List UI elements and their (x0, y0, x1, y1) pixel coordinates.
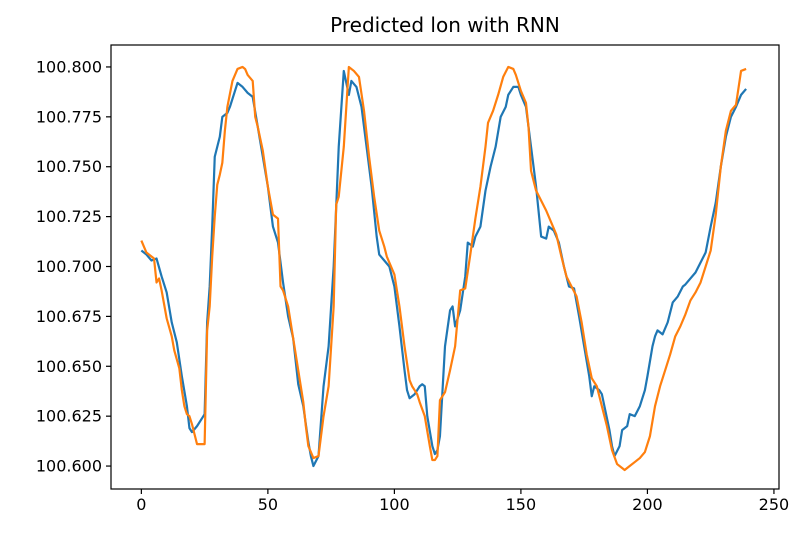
y-tick-label: 100.675 (36, 307, 102, 326)
y-tick-label: 100.650 (36, 357, 102, 376)
series-line-2 (140, 65, 747, 472)
plot-frame (110, 44, 780, 490)
series-layer (140, 65, 747, 472)
y-tick-label: 100.800 (36, 57, 102, 76)
x-tick-label: 0 (136, 495, 146, 514)
x-tick-label: 100 (379, 495, 410, 514)
x-tick-label: 200 (632, 495, 663, 514)
y-tick-label: 100.725 (36, 207, 102, 226)
x-tick-label: 250 (759, 495, 790, 514)
chart-title: Predicted lon with RNN (330, 13, 560, 37)
y-tick-label: 100.600 (36, 457, 102, 476)
y-tick-label: 100.775 (36, 107, 102, 126)
y-tick-label: 100.625 (36, 407, 102, 426)
y-axis-ticks: 100.600 100.625 100.650 100.675 100.700 100.7… (36, 57, 111, 476)
x-tick-label: 50 (258, 495, 278, 514)
y-tick-label: 100.750 (36, 157, 102, 176)
x-tick-label: 150 (506, 495, 537, 514)
y-tick-label: 100.700 (36, 257, 102, 276)
x-axis-ticks: 0 50 100 150 200 250 (136, 489, 789, 514)
